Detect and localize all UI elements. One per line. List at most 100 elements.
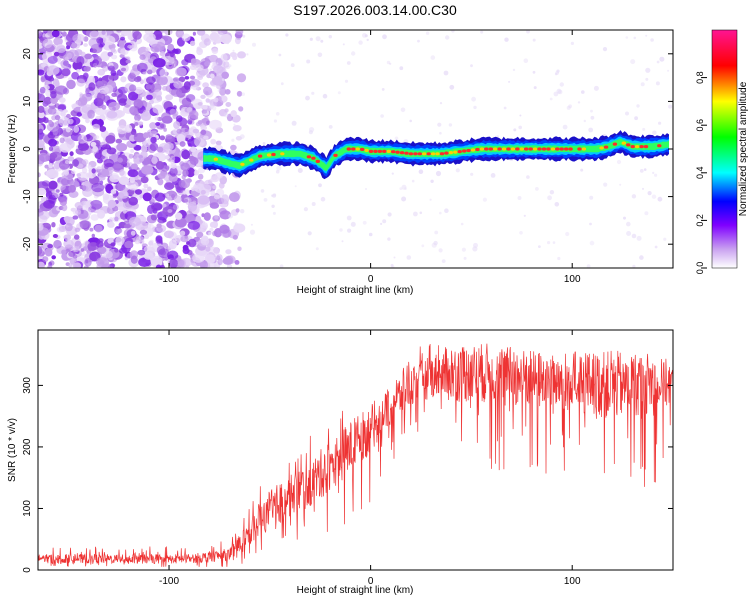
noise-speckle bbox=[535, 187, 539, 191]
noise-blob bbox=[173, 80, 184, 89]
noise-blob bbox=[162, 85, 168, 91]
noise-blob bbox=[128, 196, 138, 206]
noise-blob bbox=[116, 143, 128, 152]
noise-blob bbox=[107, 199, 117, 209]
noise-blob bbox=[61, 68, 71, 77]
noise-speckle bbox=[460, 222, 464, 226]
noise-blob bbox=[97, 246, 107, 254]
noise-blob bbox=[184, 76, 190, 80]
noise-blob bbox=[44, 247, 53, 257]
noise-blob bbox=[123, 209, 127, 214]
noise-blob bbox=[42, 38, 53, 49]
snr-plot-area bbox=[38, 343, 673, 567]
ridge-peak bbox=[453, 150, 458, 154]
noise-speckle bbox=[399, 66, 404, 71]
noise-blob bbox=[180, 162, 190, 171]
noise-speckle bbox=[556, 69, 560, 73]
noise-blob bbox=[117, 157, 123, 163]
noise-speckle bbox=[554, 72, 558, 76]
noise-speckle bbox=[480, 30, 484, 34]
noise-blob bbox=[76, 56, 85, 66]
noise-blob bbox=[223, 61, 230, 68]
noise-blob bbox=[212, 230, 218, 237]
snr-xlabel: Height of straight line (km) bbox=[297, 585, 414, 596]
ridge-peak bbox=[475, 147, 480, 152]
ridge-peak bbox=[519, 147, 524, 151]
noise-speckle bbox=[625, 36, 629, 39]
noise-speckle bbox=[311, 202, 316, 206]
noise-blob bbox=[235, 30, 244, 35]
noise-blob bbox=[104, 250, 113, 259]
noise-blob bbox=[74, 227, 81, 233]
noise-blob bbox=[175, 67, 187, 77]
noise-blob bbox=[42, 256, 49, 263]
noise-blob bbox=[174, 195, 182, 204]
noise-blob bbox=[110, 189, 117, 195]
noise-blob bbox=[220, 53, 228, 62]
noise-blob bbox=[62, 109, 68, 113]
noise-speckle bbox=[382, 219, 387, 224]
noise-blob bbox=[170, 88, 183, 97]
noise-blob bbox=[98, 77, 103, 82]
noise-blob bbox=[210, 190, 216, 197]
noise-blob bbox=[66, 45, 71, 50]
noise-blob bbox=[47, 30, 53, 36]
noise-blob bbox=[137, 62, 148, 73]
noise-blob bbox=[39, 86, 46, 94]
noise-speckle bbox=[449, 84, 455, 90]
noise-blob bbox=[114, 248, 119, 253]
noise-blob bbox=[103, 158, 114, 168]
noise-blob bbox=[200, 125, 207, 131]
noise-blob bbox=[174, 48, 181, 55]
snr-axes: -100 0 100 0 100 200 300 bbox=[22, 330, 673, 587]
noise-blob bbox=[155, 122, 161, 126]
ridge-peak bbox=[546, 147, 551, 151]
noise-blob bbox=[133, 132, 138, 138]
noise-speckle bbox=[658, 121, 662, 125]
noise-blob bbox=[107, 265, 114, 268]
noise-blob bbox=[112, 193, 118, 199]
noise-speckle bbox=[262, 142, 266, 145]
noise-speckle bbox=[508, 80, 511, 83]
noise-blob bbox=[56, 45, 67, 53]
noise-blob bbox=[150, 43, 162, 53]
noise-blob bbox=[166, 195, 173, 201]
noise-blob bbox=[120, 76, 127, 83]
noise-blob bbox=[167, 209, 173, 213]
x-tick-label: 100 bbox=[564, 274, 581, 285]
noise-speckle bbox=[390, 263, 394, 267]
noise-blob bbox=[96, 158, 103, 164]
noise-blob bbox=[38, 139, 45, 148]
noise-speckle bbox=[339, 228, 343, 232]
noise-speckle bbox=[279, 264, 284, 268]
ridge-peak bbox=[399, 151, 405, 155]
noise-blob bbox=[179, 230, 186, 236]
noise-blob bbox=[41, 180, 51, 187]
noise-blob bbox=[60, 184, 72, 194]
noise-speckle bbox=[209, 104, 214, 110]
noise-speckle bbox=[344, 79, 349, 83]
noise-blob bbox=[118, 190, 129, 199]
noise-blob bbox=[224, 89, 231, 95]
noise-blob bbox=[71, 71, 79, 80]
noise-speckle bbox=[642, 187, 644, 190]
noise-blob bbox=[218, 182, 225, 189]
noise-speckle bbox=[234, 222, 238, 226]
noise-speckle bbox=[280, 82, 284, 86]
noise-speckle bbox=[644, 211, 649, 216]
noise-blob bbox=[94, 152, 102, 159]
noise-speckle bbox=[250, 223, 253, 226]
noise-blob bbox=[191, 85, 199, 91]
noise-blob bbox=[43, 117, 49, 124]
ridge-peak bbox=[444, 151, 449, 155]
noise-blob bbox=[203, 38, 211, 46]
noise-speckle bbox=[303, 207, 308, 212]
noise-speckle bbox=[634, 116, 638, 121]
noise-speckle bbox=[580, 168, 584, 172]
noise-speckle bbox=[639, 169, 644, 173]
noise-speckle bbox=[391, 172, 394, 175]
colorbar-tick-label: 0.8 bbox=[695, 71, 705, 84]
noise-speckle bbox=[272, 193, 277, 198]
ridge-peak bbox=[612, 142, 618, 146]
noise-blob bbox=[89, 227, 94, 232]
